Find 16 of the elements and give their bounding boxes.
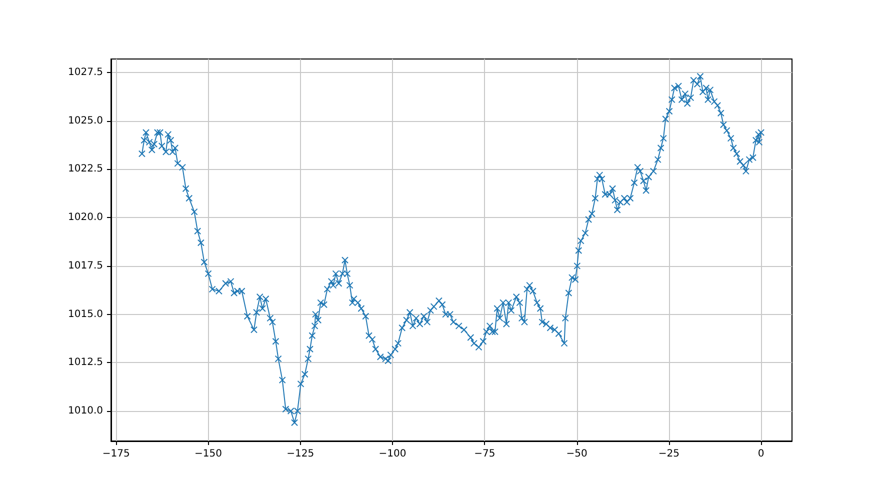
y-tick-label: 1025.0 — [68, 115, 103, 126]
y-tick-label: 1012.5 — [68, 357, 103, 368]
y-tick-label: 1010.0 — [68, 406, 103, 417]
y-tick-label: 1015.0 — [68, 308, 103, 320]
x-tick-label: −75 — [474, 448, 496, 460]
x-tick-label: −175 — [102, 448, 130, 460]
x-tick-label: −150 — [194, 448, 222, 460]
y-tick-label: 1027.5 — [68, 67, 103, 78]
x-tick-label: 0 — [758, 448, 764, 460]
y-tick-label: 1022.5 — [68, 164, 103, 175]
x-tick-label: −125 — [286, 448, 314, 460]
y-tick-label: 1020.0 — [68, 212, 103, 224]
x-tick-label: −50 — [566, 448, 588, 460]
y-tick-label: 1017.5 — [68, 260, 103, 272]
x-tick-label: −25 — [658, 448, 680, 460]
x-tick-label: −100 — [378, 448, 406, 460]
